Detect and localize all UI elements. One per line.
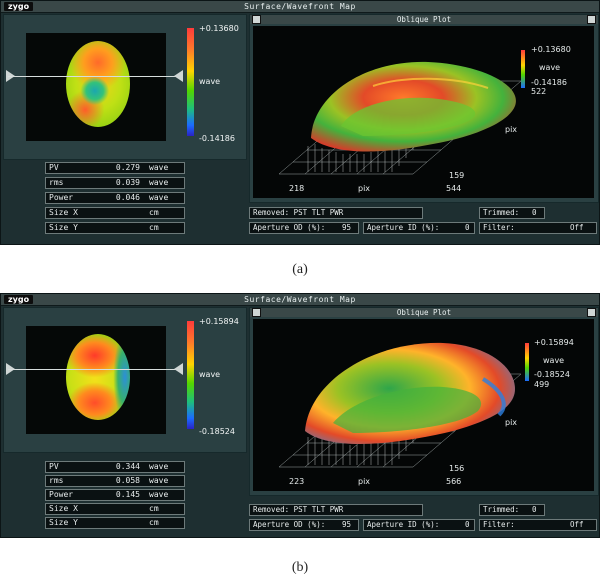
color-scale-unit: wave (199, 77, 221, 86)
result-rms: rms 0.058 wave (45, 475, 185, 487)
oblique-plot-title: Oblique Plot (250, 15, 598, 24)
window-title: Surface/Wavefront Map (244, 2, 356, 11)
surface-map-canvas (26, 33, 166, 141)
color-scale-bar (187, 321, 194, 429)
wrench-icon[interactable] (587, 15, 596, 24)
oblique-y-top: 499 (534, 380, 550, 389)
color-scale-min: -0.18524 (199, 427, 235, 436)
oblique-x-right: 544 (446, 184, 462, 193)
wavefront-disc-image (66, 41, 130, 127)
oblique-scale-min: -0.14186 (531, 78, 567, 87)
result-power: Power 0.046 wave (45, 192, 185, 204)
filter-field: Filter: Off (479, 222, 597, 234)
oblique-x-left: 218 (289, 184, 305, 193)
oblique-scale-unit: wave (543, 356, 565, 365)
surface-map-view[interactable]: +0.15894 wave -0.18524 (3, 307, 247, 453)
caption-b: (b) (291, 560, 309, 575)
result-power: Power 0.145 wave (45, 489, 185, 501)
wavefront-disc-image (66, 334, 130, 420)
oblique-3d-surface (278, 342, 529, 468)
result-pv: PV 0.344 wave (45, 461, 185, 473)
oblique-3d-surface (278, 50, 525, 175)
profile-marker-right-icon[interactable] (174, 70, 183, 82)
aperture-od-field: Aperture OD (%): 95 (249, 519, 359, 531)
surface-map-view[interactable]: +0.13680 wave -0.14186 (3, 14, 247, 160)
oblique-scale-max: +0.15894 (534, 338, 574, 347)
caption-a: (a) (292, 262, 308, 277)
window-titlebar: zygo Surface/Wavefront Map (1, 294, 599, 306)
profile-marker-right-icon[interactable] (174, 363, 183, 375)
window-title: Surface/Wavefront Map (244, 295, 356, 304)
window-titlebar: zygo Surface/Wavefront Map (1, 1, 599, 13)
wrench-icon[interactable] (587, 308, 596, 317)
oblique-y-top: 522 (531, 87, 547, 96)
zygo-logo: zygo (4, 2, 34, 11)
oblique-plot-view[interactable]: Oblique Plot (249, 307, 599, 496)
oblique-plot-view[interactable]: Oblique Plot (249, 14, 599, 203)
removed-field: Removed: PST TLT PWR (249, 207, 423, 219)
filter-field: Filter: Off (479, 519, 597, 531)
oblique-y-label: pix (505, 418, 518, 427)
aperture-id-field: Aperture ID (%): 0 (363, 222, 475, 234)
oblique-plot-title: Oblique Plot (250, 308, 598, 317)
oblique-plot-canvas: +0.13680 wave -0.14186 522 pix 159 218 p… (253, 26, 594, 198)
oblique-plot-canvas: +0.15894 wave -0.18524 499 pix 156 223 p… (253, 319, 594, 491)
profile-scan-line[interactable] (8, 369, 180, 370)
profile-scan-line[interactable] (8, 76, 180, 77)
result-rms: rms 0.039 wave (45, 177, 185, 189)
oblique-scale-unit: wave (539, 63, 561, 72)
oblique-x-label: pix (358, 184, 371, 193)
oblique-y-label: pix (505, 125, 518, 134)
oblique-scale-min: -0.18524 (534, 370, 570, 379)
aperture-id-field: Aperture ID (%): 0 (363, 519, 475, 531)
oblique-y-bottom: 159 (449, 171, 465, 180)
trimmed-field: Trimmed: 0 (479, 207, 545, 219)
zygo-logo: zygo (4, 295, 34, 304)
oblique-x-left: 223 (289, 477, 305, 486)
color-scale-bar (187, 28, 194, 136)
trimmed-field: Trimmed: 0 (479, 504, 545, 516)
color-scale-max: +0.15894 (199, 317, 239, 326)
window-menu-icon[interactable] (252, 308, 261, 317)
surface-map-canvas (26, 326, 166, 434)
oblique-scale-max: +0.13680 (531, 45, 571, 54)
wavefront-window-a: zygo Surface/Wavefront Map +0.13680 wave… (0, 0, 600, 245)
color-scale-unit: wave (199, 370, 221, 379)
color-scale-min: -0.14186 (199, 134, 235, 143)
window-menu-icon[interactable] (252, 15, 261, 24)
aperture-od-field: Aperture OD (%): 95 (249, 222, 359, 234)
oblique-x-label: pix (358, 477, 371, 486)
result-pv: PV 0.279 wave (45, 162, 185, 174)
wavefront-window-b: zygo Surface/Wavefront Map +0.15894 wave… (0, 293, 600, 538)
oblique-x-right: 566 (446, 477, 462, 486)
oblique-y-bottom: 156 (449, 464, 465, 473)
color-scale-max: +0.13680 (199, 24, 239, 33)
removed-field: Removed: PST TLT PWR (249, 504, 423, 516)
